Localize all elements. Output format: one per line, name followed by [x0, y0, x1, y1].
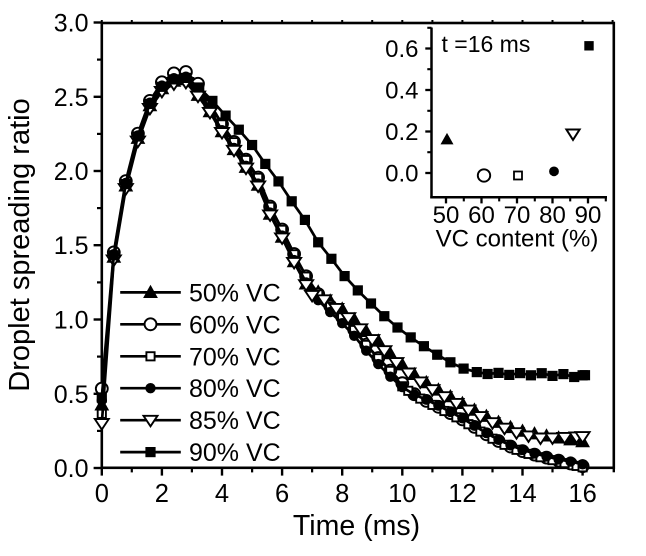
- svg-text:14: 14: [508, 480, 536, 508]
- svg-text:50% VC: 50% VC: [189, 279, 281, 307]
- svg-text:12: 12: [448, 480, 476, 508]
- svg-text:VC content (%): VC content (%): [436, 226, 599, 253]
- svg-text:80% VC: 80% VC: [189, 375, 281, 403]
- svg-text:0.2: 0.2: [385, 119, 418, 146]
- svg-text:85% VC: 85% VC: [189, 407, 281, 435]
- svg-text:3.0: 3.0: [54, 10, 89, 38]
- svg-text:2.0: 2.0: [54, 158, 89, 186]
- svg-text:0.6: 0.6: [385, 36, 418, 63]
- svg-text:Time (ms): Time (ms): [293, 510, 420, 542]
- svg-text:70% VC: 70% VC: [189, 343, 281, 371]
- svg-text:10: 10: [388, 480, 416, 508]
- svg-text:t =16 ms: t =16 ms: [442, 31, 531, 57]
- svg-text:60% VC: 60% VC: [189, 311, 281, 339]
- svg-text:1.0: 1.0: [54, 307, 89, 335]
- svg-text:1.5: 1.5: [54, 232, 89, 260]
- svg-text:0.5: 0.5: [54, 381, 89, 409]
- svg-text:Droplet spreading ratio: Droplet spreading ratio: [4, 98, 36, 391]
- svg-text:70: 70: [504, 202, 531, 229]
- svg-text:4: 4: [215, 480, 229, 508]
- svg-text:0.4: 0.4: [385, 78, 418, 105]
- svg-text:6: 6: [275, 480, 289, 508]
- svg-text:2: 2: [155, 480, 169, 508]
- svg-text:16: 16: [568, 480, 596, 508]
- svg-text:60: 60: [468, 202, 495, 229]
- svg-text:0.0: 0.0: [385, 161, 418, 188]
- svg-text:0.0: 0.0: [54, 455, 89, 483]
- svg-text:2.5: 2.5: [54, 84, 89, 112]
- svg-text:90: 90: [575, 202, 602, 229]
- svg-text:80: 80: [539, 202, 566, 229]
- svg-text:90% VC: 90% VC: [189, 439, 281, 467]
- svg-text:0: 0: [95, 480, 109, 508]
- svg-text:50: 50: [433, 202, 460, 229]
- svg-text:8: 8: [335, 480, 349, 508]
